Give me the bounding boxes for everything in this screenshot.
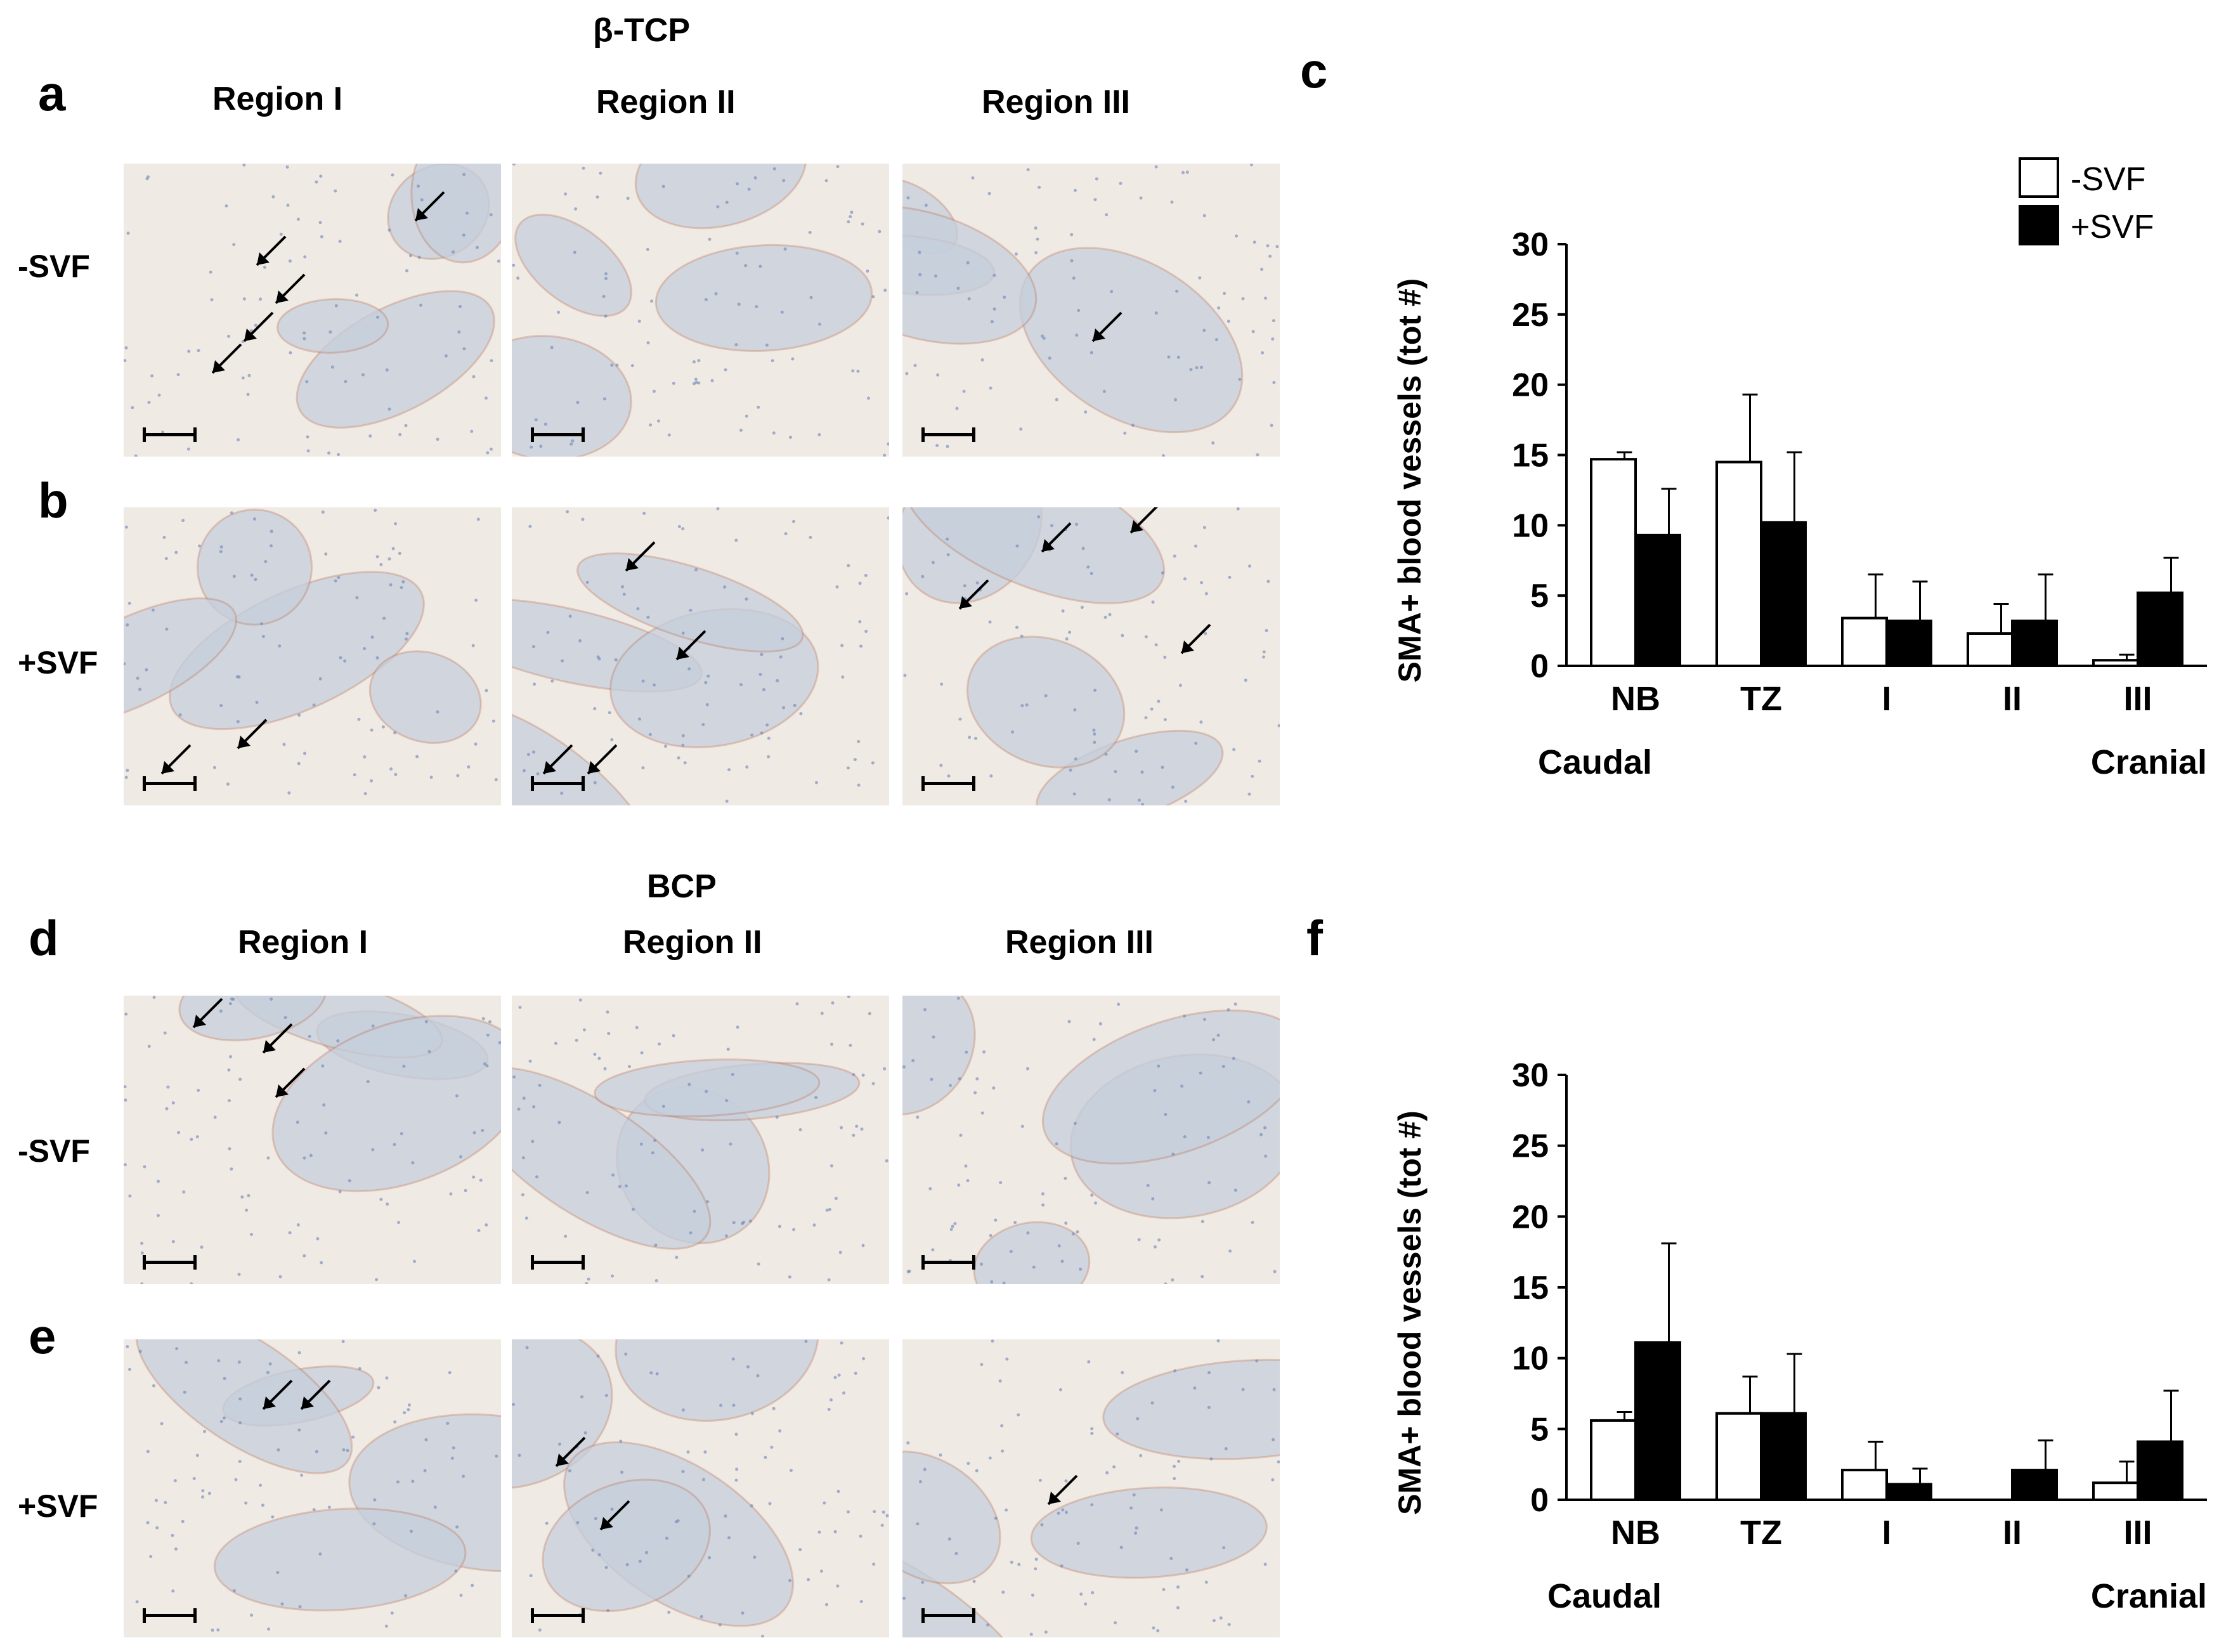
y-tick-label: 25 — [1512, 297, 1549, 334]
bar-+SVF-NB — [1634, 533, 1681, 667]
bar--SVF-I — [1841, 1469, 1888, 1501]
micrograph-d-region-1 — [124, 996, 501, 1284]
y-tick-label: 15 — [1512, 1270, 1549, 1306]
bar--SVF-TZ — [1715, 460, 1762, 667]
bar-+SVF-III — [2137, 591, 2183, 668]
cranial-label: Cranial — [2091, 1577, 2207, 1615]
x-tick-label: NB — [1611, 680, 1660, 718]
x-tick-label: III — [2123, 1514, 2152, 1552]
y-tick-label: 30 — [1512, 226, 1549, 263]
y-tick-label: 20 — [1512, 367, 1549, 404]
row-label-plus-svf: +SVF — [18, 645, 98, 680]
scale-bar — [143, 427, 197, 448]
bar-+SVF-III — [2137, 1440, 2183, 1502]
y-tick-label: 10 — [1512, 1341, 1549, 1377]
panel-letter-b: b — [38, 472, 68, 528]
material-title-bcp: BCP — [647, 868, 717, 905]
y-tick-label: 30 — [1512, 1057, 1549, 1094]
x-tick-label: NB — [1611, 1514, 1660, 1552]
scale-bar — [921, 776, 975, 797]
micrograph-b-region-3 — [902, 507, 1280, 805]
region-header-1b: Region I — [238, 924, 368, 961]
y-tick-label: 0 — [1530, 648, 1549, 685]
x-tick-label: II — [2003, 680, 2022, 718]
y-tick-label: 10 — [1512, 507, 1549, 544]
legend-swatch — [2019, 205, 2059, 245]
scale-bar — [143, 1608, 197, 1629]
region-header-3: Region III — [982, 84, 1130, 120]
bar--SVF-I — [1841, 616, 1888, 668]
row-label-minus-svf: -SVF — [18, 249, 90, 284]
bar--SVF-TZ — [1715, 1412, 1762, 1501]
y-tick-label: 5 — [1530, 1411, 1549, 1448]
x-tick-label: TZ — [1740, 1514, 1782, 1552]
micrograph-e-region-3 — [902, 1339, 1280, 1637]
y-tick-label: 25 — [1512, 1128, 1549, 1165]
x-tick-label: II — [2003, 1514, 2022, 1552]
scale-bar — [143, 1255, 197, 1275]
bar-chart-f: 0 5 10 15 20 25 30 SMA+ blood vessels (tot #) NB… — [1392, 989, 2219, 1649]
y-tick-label: 15 — [1512, 438, 1549, 474]
region-header-2b: Region II — [623, 924, 762, 961]
cranial-label: Cranial — [2091, 743, 2207, 781]
bar--SVF-III — [2092, 659, 2139, 668]
scale-bar — [531, 776, 585, 797]
y-tick-label: 20 — [1512, 1199, 1549, 1235]
bar-chart-c: 0 5 10 15 20 25 30 SMA+ blood vessels (tot #) NB… — [1392, 146, 2219, 812]
x-tick-label: I — [1882, 1514, 1891, 1552]
bar-+SVF-I — [1885, 620, 1932, 667]
region-header-2: Region II — [596, 84, 736, 120]
bar-+SVF-NB — [1634, 1341, 1681, 1501]
scale-bar — [531, 1255, 585, 1275]
scale-bar — [921, 427, 975, 448]
legend-label: +SVF — [2071, 209, 2154, 245]
bar-+SVF-TZ — [1760, 521, 1807, 668]
scale-bar — [531, 1608, 585, 1629]
panel-letter-a: a — [38, 65, 66, 121]
panel-letter-d: d — [29, 910, 59, 966]
micrograph-a-region-2 — [512, 164, 889, 457]
row-label-plus-svf-b: +SVF — [18, 1488, 98, 1524]
bar--SVF-III — [2092, 1481, 2139, 1502]
bar--SVF-NB — [1590, 458, 1637, 667]
micrograph-e-region-1 — [124, 1339, 501, 1637]
bar-+SVF-TZ — [1760, 1412, 1807, 1501]
panel-letter-e: e — [29, 1308, 56, 1364]
caudal-label: Caudal — [1547, 1577, 1662, 1615]
bar-+SVF-II — [2011, 1469, 2058, 1501]
micrograph-a-region-3 — [902, 164, 1280, 457]
bar--SVF-II — [1967, 632, 2014, 667]
micrograph-e-region-2 — [512, 1339, 889, 1637]
caudal-label: Caudal — [1538, 743, 1652, 781]
bar--SVF-NB — [1590, 1419, 1637, 1502]
legend-label: -SVF — [2071, 161, 2145, 198]
micrograph-b-region-1 — [124, 507, 501, 805]
panel-letter-c: c — [1300, 42, 1328, 98]
micrograph-b-region-2 — [512, 507, 889, 805]
scale-bar — [143, 776, 197, 797]
scale-bar — [531, 427, 585, 448]
scale-bar — [921, 1255, 975, 1275]
micrograph-d-region-3 — [902, 996, 1280, 1284]
x-tick-label: TZ — [1740, 680, 1782, 718]
bar-+SVF-II — [2011, 620, 2058, 667]
y-tick-label: 0 — [1530, 1482, 1549, 1519]
region-header-3b: Region III — [1005, 924, 1154, 961]
bar-+SVF-I — [1885, 1483, 1932, 1502]
legend-swatch — [2019, 157, 2059, 198]
panel-letter-f: f — [1306, 910, 1323, 966]
scale-bar — [921, 1608, 975, 1629]
y-axis-label: SMA+ blood vessels (tot #) — [1395, 1110, 1428, 1515]
y-axis-label: SMA+ blood vessels (tot #) — [1395, 278, 1428, 683]
x-tick-label: I — [1882, 680, 1891, 718]
x-tick-label: III — [2123, 680, 2152, 718]
material-title-btcp: β-TCP — [593, 12, 691, 49]
micrograph-a-region-1 — [124, 164, 501, 457]
y-tick-label: 5 — [1530, 578, 1549, 615]
row-label-minus-svf-b: -SVF — [18, 1133, 90, 1169]
micrograph-d-region-2 — [512, 996, 889, 1284]
region-header-1: Region I — [212, 81, 343, 117]
